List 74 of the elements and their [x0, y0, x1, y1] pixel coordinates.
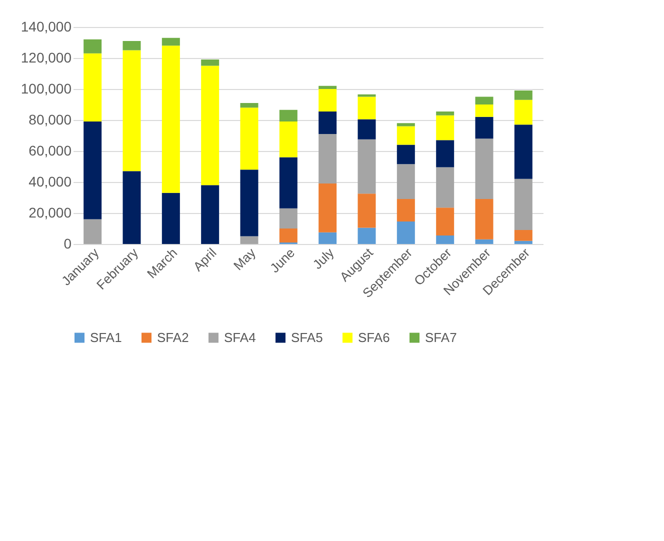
y-tick-label: 80,000 — [28, 112, 72, 128]
bar — [279, 208, 298, 228]
bar — [436, 140, 454, 168]
bar — [475, 199, 494, 240]
bar — [84, 53, 102, 122]
bar — [240, 170, 258, 236]
bar — [318, 232, 337, 244]
bar — [436, 235, 454, 244]
bar — [240, 102, 258, 108]
legend-label: SFA6 — [358, 330, 390, 345]
bar — [201, 185, 220, 244]
legend-label: SFA1 — [90, 330, 122, 345]
bar — [475, 104, 494, 117]
bar — [122, 171, 141, 244]
bar — [240, 108, 258, 170]
bar — [396, 144, 415, 164]
bar — [162, 38, 180, 46]
bar — [514, 240, 532, 244]
legend-label: SFA5 — [291, 330, 323, 345]
bar — [514, 90, 532, 100]
bar — [84, 219, 102, 244]
y-tick-label: 0 — [64, 236, 72, 252]
bar — [279, 122, 298, 158]
bar — [475, 239, 494, 244]
bar — [514, 124, 532, 179]
bar — [318, 89, 337, 112]
bar — [122, 50, 141, 172]
bar — [84, 122, 102, 220]
legend-label: SFA4 — [224, 330, 256, 345]
bar — [162, 192, 180, 244]
bar — [358, 96, 376, 120]
bar — [358, 194, 376, 228]
y-tick-label: 120,000 — [20, 50, 72, 66]
bar — [514, 178, 532, 230]
bar — [201, 66, 220, 186]
bar — [201, 60, 220, 66]
x-tick-label: July — [310, 244, 338, 272]
bar — [318, 134, 337, 184]
bar — [514, 230, 532, 241]
bar — [122, 40, 141, 50]
bar — [396, 126, 415, 145]
bar — [475, 96, 494, 104]
bar — [318, 111, 337, 134]
bar — [475, 116, 494, 139]
y-tick-label: 20,000 — [28, 204, 72, 220]
bar — [396, 123, 415, 126]
bar — [318, 86, 337, 89]
y-tick-label: 40,000 — [28, 174, 72, 190]
bar — [279, 110, 298, 122]
bar — [436, 115, 454, 140]
bar — [358, 94, 376, 97]
legend-label: SFA7 — [425, 330, 457, 345]
bar — [358, 119, 376, 140]
bar — [396, 164, 415, 200]
bar — [162, 46, 180, 193]
bar — [475, 138, 494, 200]
bar — [436, 167, 454, 208]
bar — [436, 208, 454, 236]
bar — [279, 157, 298, 208]
bar — [240, 236, 258, 244]
y-tick-label: 60,000 — [28, 142, 72, 158]
y-tick-label: 140,000 — [20, 18, 72, 34]
bar — [358, 228, 376, 244]
bar — [396, 199, 415, 222]
bar — [318, 184, 337, 232]
bar — [358, 139, 376, 194]
bar — [279, 228, 298, 242]
bar — [514, 100, 532, 125]
x-tick-label: May — [230, 244, 259, 274]
bar — [436, 111, 454, 116]
y-tick-label: 100,000 — [20, 80, 72, 96]
legend-label: SFA2 — [157, 330, 189, 345]
bar — [84, 39, 102, 54]
bar — [396, 222, 415, 244]
